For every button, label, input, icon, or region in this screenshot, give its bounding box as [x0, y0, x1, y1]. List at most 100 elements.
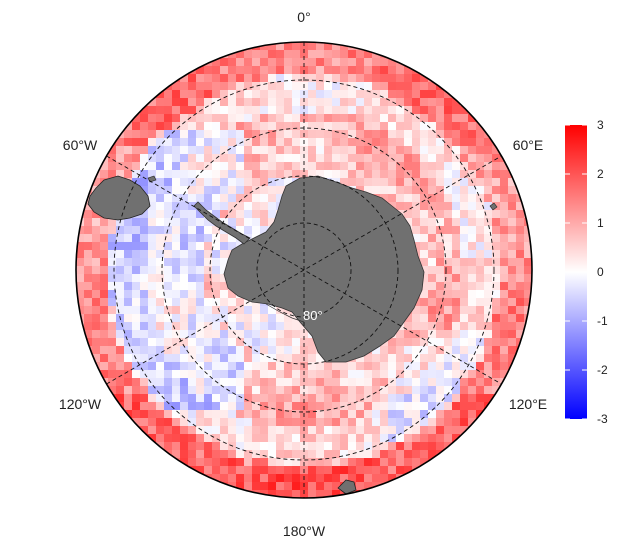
anomaly-cell: [452, 434, 460, 442]
anomaly-cell: [260, 98, 268, 106]
anomaly-cell: [436, 282, 444, 290]
anomaly-cell: [236, 122, 244, 130]
anomaly-cell: [396, 130, 404, 138]
anomaly-cell: [260, 322, 268, 330]
anomaly-cell: [188, 218, 196, 226]
anomaly-cell: [436, 146, 444, 154]
anomaly-cell: [180, 106, 188, 114]
anomaly-cell: [124, 162, 132, 170]
anomaly-cell: [196, 234, 204, 242]
anomaly-cell: [172, 258, 180, 266]
anomaly-cell: [188, 226, 196, 234]
anomaly-cell: [236, 330, 244, 338]
anomaly-cell: [108, 378, 116, 386]
anomaly-cell: [228, 402, 236, 410]
anomaly-cell: [372, 410, 380, 418]
anomaly-cell: [92, 226, 100, 234]
anomaly-cell: [492, 226, 500, 234]
anomaly-cell: [172, 266, 180, 274]
anomaly-cell: [236, 418, 244, 426]
anomaly-cell: [292, 130, 300, 138]
anomaly-cell: [116, 338, 124, 346]
anomaly-cell: [300, 442, 308, 450]
anomaly-cell: [460, 218, 468, 226]
anomaly-cell: [452, 170, 460, 178]
anomaly-cell: [84, 298, 92, 306]
anomaly-cell: [188, 114, 196, 122]
anomaly-cell: [244, 314, 252, 322]
anomaly-cell: [252, 74, 260, 82]
anomaly-cell: [124, 402, 132, 410]
anomaly-cell: [356, 402, 364, 410]
anomaly-cell: [332, 114, 340, 122]
anomaly-cell: [164, 418, 172, 426]
anomaly-cell: [316, 394, 324, 402]
anomaly-cell: [100, 258, 108, 266]
anomaly-cell: [268, 122, 276, 130]
anomaly-cell: [316, 362, 324, 370]
anomaly-cell: [180, 370, 188, 378]
anomaly-cell: [404, 138, 412, 146]
anomaly-cell: [316, 434, 324, 442]
anomaly-cell: [148, 298, 156, 306]
anomaly-cell: [404, 394, 412, 402]
lon-label-0: 0°: [297, 9, 310, 25]
anomaly-cell: [420, 402, 428, 410]
anomaly-cell: [292, 98, 300, 106]
anomaly-cell: [292, 138, 300, 146]
anomaly-cell: [180, 242, 188, 250]
anomaly-cell: [196, 266, 204, 274]
anomaly-cell: [156, 226, 164, 234]
anomaly-cell: [244, 418, 252, 426]
anomaly-cell: [84, 202, 92, 210]
anomaly-cell: [236, 146, 244, 154]
anomaly-cell: [292, 378, 300, 386]
anomaly-cell: [236, 346, 244, 354]
anomaly-cell: [212, 330, 220, 338]
anomaly-cell: [260, 346, 268, 354]
anomaly-cell: [276, 122, 284, 130]
anomaly-cell: [508, 218, 516, 226]
anomaly-cell: [404, 210, 412, 218]
anomaly-cell: [220, 282, 228, 290]
anomaly-cell: [420, 274, 428, 282]
anomaly-cell: [524, 266, 532, 274]
anomaly-cell: [180, 354, 188, 362]
anomaly-cell: [84, 266, 92, 274]
anomaly-cell: [308, 58, 316, 66]
anomaly-cell: [420, 442, 428, 450]
anomaly-cell: [452, 354, 460, 362]
anomaly-cell: [476, 402, 484, 410]
anomaly-cell: [244, 330, 252, 338]
anomaly-cell: [356, 354, 364, 362]
anomaly-cell: [188, 154, 196, 162]
anomaly-cell: [340, 474, 348, 482]
anomaly-cell: [284, 178, 292, 186]
anomaly-cell: [452, 402, 460, 410]
anomaly-cell: [508, 186, 516, 194]
anomaly-cell: [428, 250, 436, 258]
anomaly-cell: [100, 322, 108, 330]
anomaly-cell: [420, 290, 428, 298]
anomaly-cell: [172, 234, 180, 242]
anomaly-cell: [420, 162, 428, 170]
anomaly-cell: [244, 482, 252, 490]
anomaly-cell: [228, 218, 236, 226]
anomaly-cell: [332, 106, 340, 114]
anomaly-cell: [428, 242, 436, 250]
anomaly-cell: [300, 338, 308, 346]
anomaly-cell: [212, 474, 220, 482]
anomaly-cell: [212, 282, 220, 290]
anomaly-cell: [252, 314, 260, 322]
anomaly-cell: [260, 410, 268, 418]
anomaly-cell: [284, 442, 292, 450]
colorbar-tick-label: -3: [597, 412, 608, 426]
anomaly-cell: [252, 218, 260, 226]
anomaly-cell: [428, 130, 436, 138]
anomaly-cell: [308, 362, 316, 370]
anomaly-cell: [308, 354, 316, 362]
anomaly-cell: [268, 306, 276, 314]
anomaly-cell: [268, 394, 276, 402]
anomaly-cell: [460, 426, 468, 434]
anomaly-cell: [420, 378, 428, 386]
